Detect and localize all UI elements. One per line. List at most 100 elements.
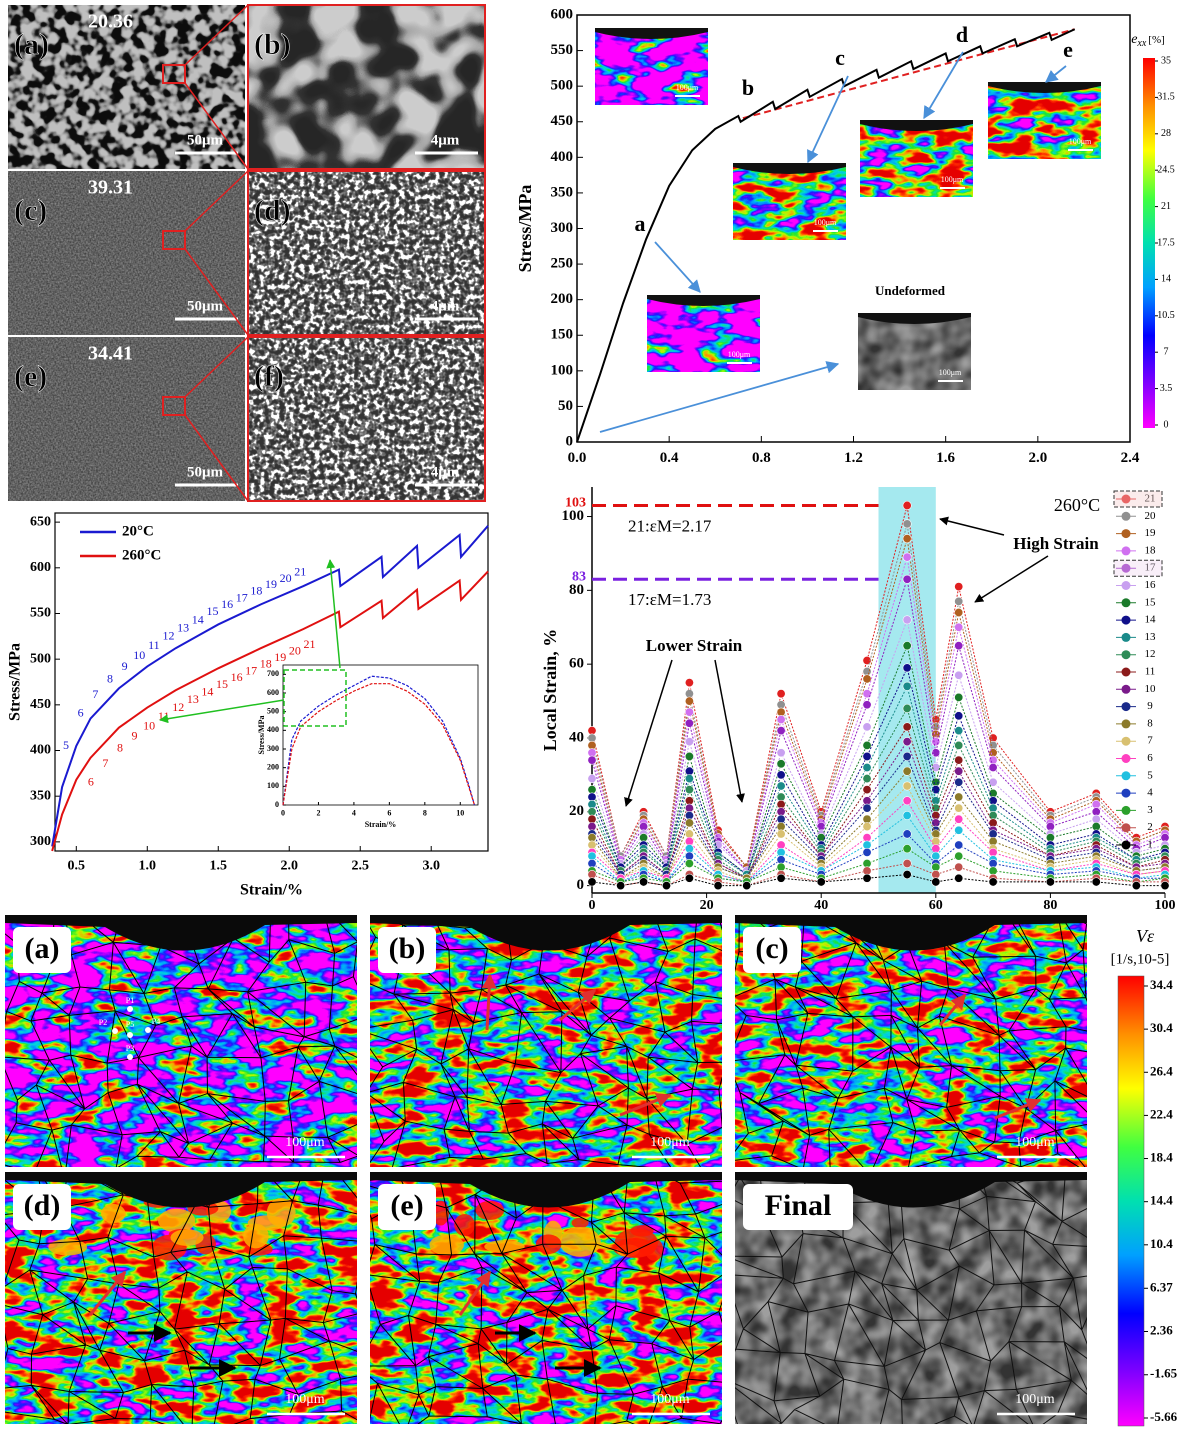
scale-label: 50μm — [187, 132, 224, 148]
scale-label: 100μm — [650, 1135, 690, 1150]
scale-label: 100μm — [285, 1135, 325, 1150]
high-strain-zone — [571, 1217, 589, 1229]
y-tick-label: 300 — [30, 834, 51, 849]
arrow — [88, 1270, 127, 1316]
colorbar-tick-label: 35 — [1161, 55, 1171, 66]
y-tick-label: 200 — [551, 291, 574, 307]
series-line — [591, 770, 1166, 879]
marker — [816, 877, 826, 887]
x-tick-label: 60 — [929, 898, 943, 913]
zoom-line — [184, 248, 249, 336]
colorbar-symbol: e — [1131, 32, 1137, 47]
point-label: 7 — [92, 687, 98, 701]
sem-panel: (a) 50μm 20.36 (b) 4μm (c) 50μm 39.31 (d) 4μm (e) 5… — [8, 4, 486, 502]
point-label: 8 — [107, 671, 113, 685]
x-tick-label: 1.2 — [844, 450, 863, 466]
marker — [862, 803, 872, 813]
annotation: Lower Strain — [646, 636, 743, 655]
arrow — [599, 361, 840, 433]
marker — [954, 582, 964, 592]
legend-label: 260°C — [122, 547, 161, 563]
y-tick-label: 100 — [562, 508, 585, 524]
panel-label: (e) — [390, 1189, 423, 1222]
marker — [954, 596, 964, 606]
series-line — [591, 556, 1166, 872]
marker — [639, 877, 649, 887]
colorbar-tick-label: 18.4 — [1150, 1150, 1173, 1165]
series-line — [591, 523, 1166, 869]
marker — [862, 873, 872, 883]
marker — [902, 829, 912, 839]
x-tick-label: 80 — [1043, 898, 1057, 913]
scale-label: 50μm — [187, 464, 224, 480]
point-label: 6 — [78, 706, 84, 720]
marker — [587, 755, 597, 765]
x-tick-label: 4 — [352, 809, 356, 818]
point-label: 12 — [163, 629, 175, 643]
marker — [902, 500, 912, 510]
marker — [902, 574, 912, 584]
marker — [684, 678, 694, 688]
marker — [954, 692, 964, 702]
label-box — [743, 927, 801, 973]
marker — [902, 781, 912, 791]
probe-label: P1 — [126, 996, 134, 1005]
label-box — [13, 927, 71, 973]
legend-label: 15 — [1145, 596, 1157, 608]
legend-label: 12 — [1145, 648, 1156, 660]
probe-label: P5 — [126, 1020, 134, 1029]
point-label: 14 — [192, 612, 204, 626]
marker — [684, 751, 694, 761]
marker — [902, 703, 912, 713]
legend-label: 11 — [1145, 666, 1156, 678]
point-label: 9 — [132, 729, 138, 743]
scale-label: 100μm — [1015, 1392, 1055, 1407]
marker — [954, 873, 964, 883]
probe-point — [127, 1006, 133, 1012]
panel-label: (e) — [14, 360, 47, 393]
high-strain-zone — [475, 1200, 505, 1220]
point-label: 6 — [88, 774, 94, 788]
x-tick-label: 6 — [387, 809, 391, 818]
x-tick-label: 2.4 — [1121, 450, 1140, 466]
point-label: e — [1063, 37, 1073, 62]
point-label: d — [956, 22, 968, 47]
legend-label: 2 — [1147, 821, 1153, 833]
colorbar-tick-label: 7 — [1164, 346, 1169, 357]
panel-label: (c) — [755, 932, 788, 965]
x-tick-label: 0.8 — [752, 450, 771, 466]
point-label: a — [635, 211, 646, 236]
colorbar-tick-label: 24.5 — [1157, 164, 1175, 175]
legend-label: 5 — [1147, 769, 1153, 781]
panel-label: (b) — [389, 932, 426, 965]
marker — [902, 870, 912, 880]
legend-label: 13 — [1145, 631, 1157, 643]
marker — [684, 696, 694, 706]
colorbar-tick-label: 30.4 — [1150, 1020, 1173, 1035]
annotation: High Strain — [1013, 534, 1099, 553]
sem-image — [248, 171, 485, 335]
y-tick-label: 600 — [267, 688, 279, 697]
series-line — [282, 683, 476, 806]
y-tick-label: 300 — [267, 744, 279, 753]
colorbar-tick-label: 31.5 — [1157, 92, 1175, 103]
marker — [616, 881, 626, 891]
strain-map — [595, 28, 708, 105]
marker — [902, 810, 912, 820]
y-tick-label: 550 — [30, 606, 51, 621]
marker — [742, 881, 752, 891]
point-label: 11 — [148, 638, 160, 652]
scale-label: 50μm — [187, 298, 224, 314]
y-tick-label: 0 — [566, 433, 574, 449]
label-box — [743, 1184, 853, 1230]
marker — [988, 877, 998, 887]
y-tick-label: 450 — [30, 697, 51, 712]
marker — [954, 711, 964, 721]
arrow — [624, 659, 673, 807]
scale-label: 100μm — [1069, 137, 1092, 146]
scale-label: 100μm — [676, 83, 699, 92]
point-label: 15 — [206, 604, 218, 618]
marker — [1045, 877, 1055, 887]
legend-label: 9 — [1147, 700, 1153, 712]
marker — [862, 822, 872, 832]
